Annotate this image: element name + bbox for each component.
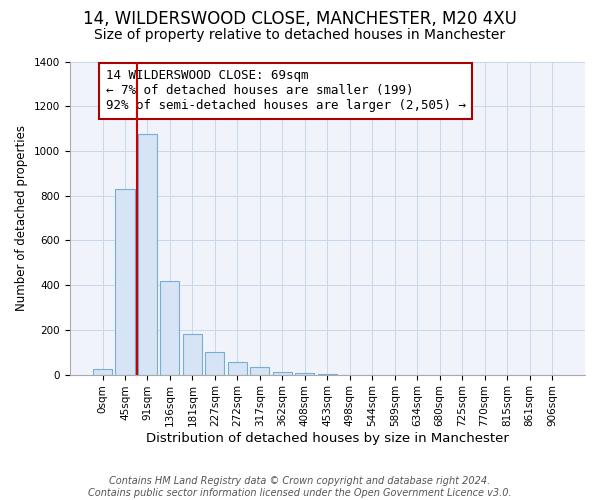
X-axis label: Distribution of detached houses by size in Manchester: Distribution of detached houses by size … bbox=[146, 432, 509, 445]
Text: 14, WILDERSWOOD CLOSE, MANCHESTER, M20 4XU: 14, WILDERSWOOD CLOSE, MANCHESTER, M20 4… bbox=[83, 10, 517, 28]
Bar bbox=[138, 134, 157, 374]
Bar bbox=[115, 189, 134, 374]
Text: 14 WILDERSWOOD CLOSE: 69sqm
← 7% of detached houses are smaller (199)
92% of sem: 14 WILDERSWOOD CLOSE: 69sqm ← 7% of deta… bbox=[106, 70, 466, 112]
Bar bbox=[93, 369, 112, 374]
Text: Size of property relative to detached houses in Manchester: Size of property relative to detached ho… bbox=[94, 28, 506, 42]
Bar bbox=[228, 362, 247, 374]
Bar bbox=[160, 280, 179, 374]
Y-axis label: Number of detached properties: Number of detached properties bbox=[15, 125, 28, 311]
Bar bbox=[250, 367, 269, 374]
Bar bbox=[273, 372, 292, 374]
Bar bbox=[205, 352, 224, 374]
Bar bbox=[183, 334, 202, 374]
Text: Contains HM Land Registry data © Crown copyright and database right 2024.
Contai: Contains HM Land Registry data © Crown c… bbox=[88, 476, 512, 498]
